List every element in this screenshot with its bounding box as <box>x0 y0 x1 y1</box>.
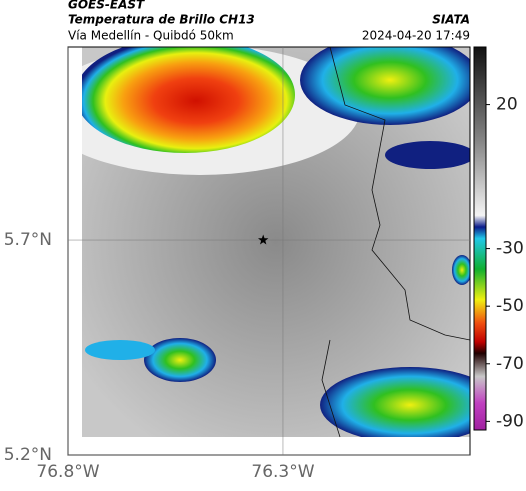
datetime: 2024-04-20 17:49 <box>362 29 470 43</box>
location-marker <box>258 234 269 245</box>
brand: SIATA <box>432 13 470 27</box>
title: Temperatura de Brillo CH13 <box>68 13 255 27</box>
colorbar-tick-label: -70 <box>496 354 524 374</box>
colorbar <box>473 46 487 431</box>
boundary <box>321 46 471 438</box>
colorbar-tick-label: -50 <box>496 296 524 316</box>
imagery <box>82 47 470 437</box>
colorbar-tick-label: 20 <box>496 95 518 115</box>
x-tick-label: 76.3°W <box>251 462 314 482</box>
y-tick-label: 5.7°N <box>4 230 52 250</box>
colorbar-tick-label: -90 <box>496 411 524 431</box>
x-tick-label: 76.8°W <box>36 462 99 482</box>
route: Vía Medellín - Quibdó 50km <box>68 29 234 43</box>
y-tick-label: 5.2°N <box>4 445 52 465</box>
source: GOES-EAST <box>68 0 145 12</box>
colorbar-tick-label: -30 <box>496 239 524 259</box>
